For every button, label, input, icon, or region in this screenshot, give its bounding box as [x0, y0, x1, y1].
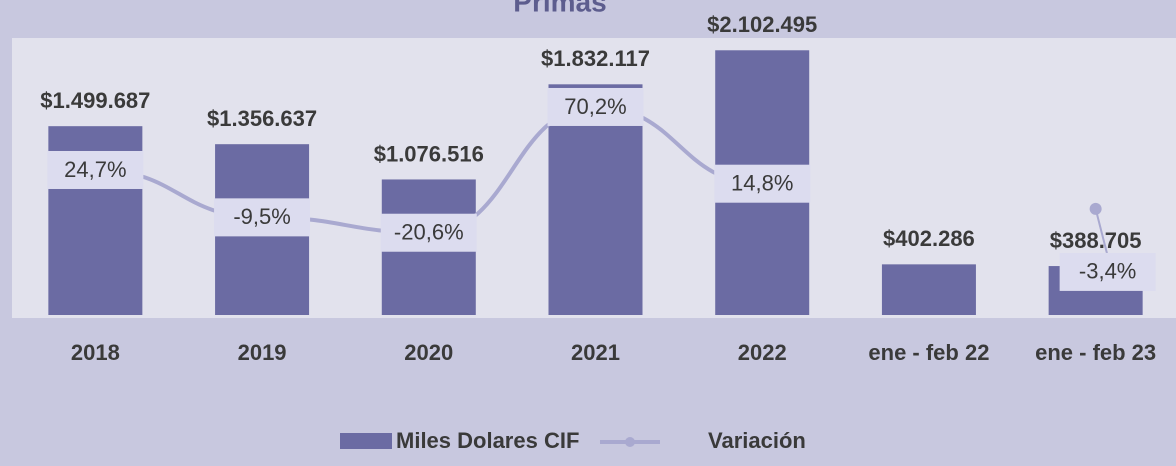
bar-value-label: $1.832.117	[541, 46, 650, 71]
bar-value-label: $1.356.637	[207, 106, 317, 131]
line-value-label: 24,7%	[64, 157, 126, 182]
line-label-box	[714, 164, 811, 203]
bar-value-label: $402.286	[883, 226, 975, 251]
line-label-box	[1059, 252, 1156, 291]
x-tick-label: 2022	[738, 340, 787, 365]
bar	[881, 264, 976, 315]
x-tick-label: 2020	[404, 340, 453, 365]
line-label-box	[214, 198, 311, 237]
line-value-label: -9,5%	[233, 204, 290, 229]
legend-swatch	[625, 437, 635, 447]
x-tick-label: 2018	[71, 340, 120, 365]
chart-title: Primas	[513, 0, 606, 17]
x-tick-label: 2021	[571, 340, 620, 365]
bar-value-label: $2.102.495	[707, 12, 817, 37]
legend-swatch	[340, 433, 392, 449]
bar-value-label: $388.705	[1050, 228, 1142, 253]
line-label-box	[47, 150, 144, 189]
x-tick-label: ene - feb 23	[1035, 340, 1156, 365]
bar-value-label: $1.076.516	[374, 141, 484, 166]
bar-value-label: $1.499.687	[40, 88, 150, 113]
x-tick-label: 2019	[238, 340, 287, 365]
legend-label: Miles Dolares CIF	[396, 428, 579, 453]
leader-line	[1094, 208, 1109, 257]
line-value-label: -20,6%	[394, 220, 464, 245]
line-label-box	[380, 213, 477, 252]
line-value-label: 70,2%	[564, 94, 626, 119]
legend-label: Variación	[708, 428, 806, 453]
line-value-label: -3,4%	[1079, 259, 1136, 284]
line-label-box	[547, 87, 644, 126]
x-tick-label: ene - feb 22	[868, 340, 989, 365]
line-value-label: 14,8%	[731, 171, 793, 196]
